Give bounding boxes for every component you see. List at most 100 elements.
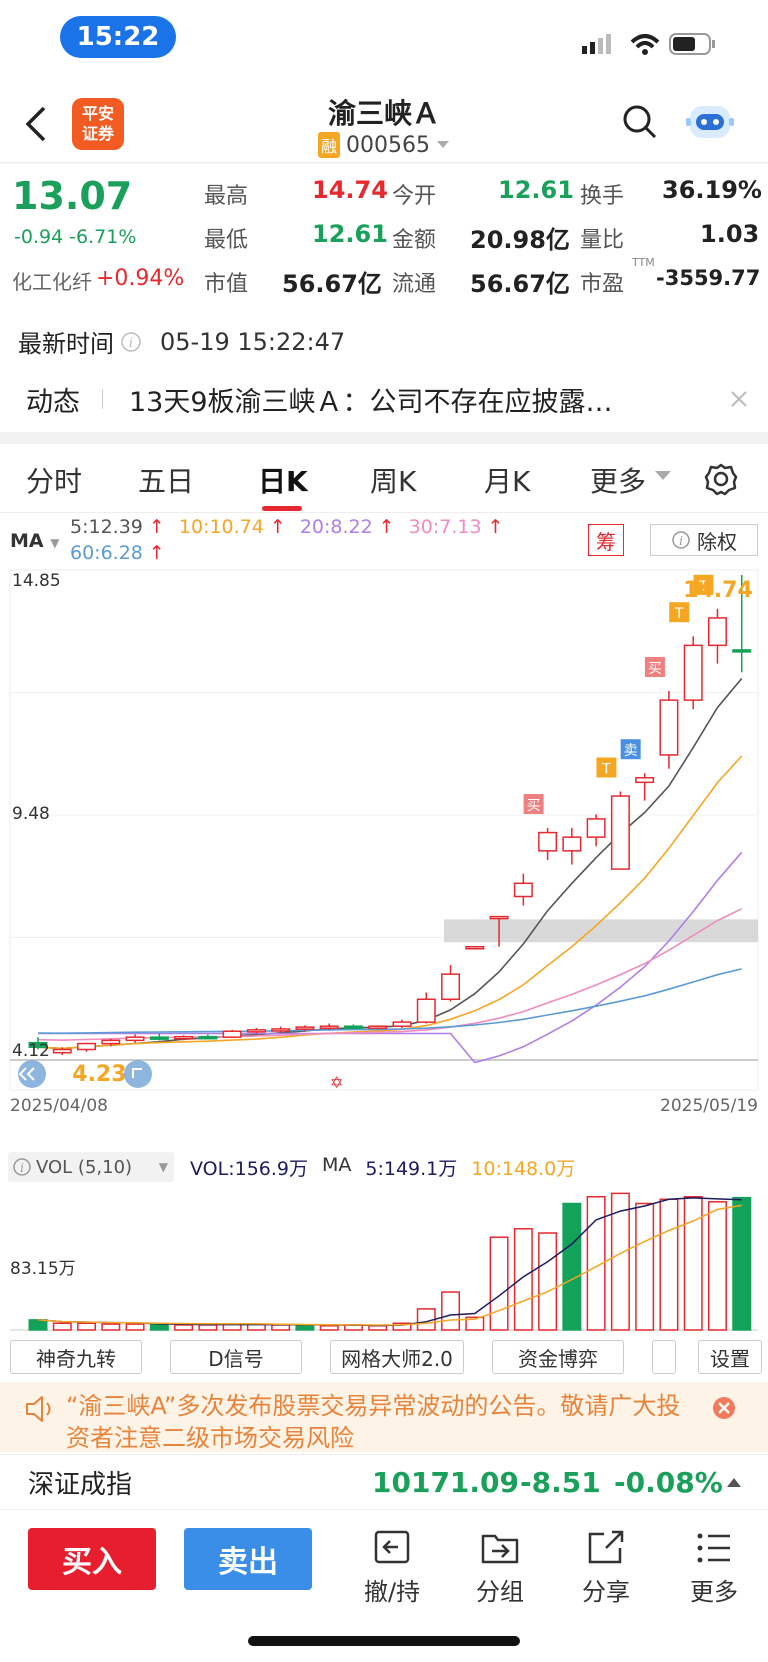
news-bar[interactable]: 动态 13天9板渝三峡Ａ：公司不存在应披露…: [0, 368, 768, 430]
indicator-settings-button[interactable]: 设置: [698, 1340, 762, 1374]
indicator-chip[interactable]: [652, 1340, 676, 1374]
candlestick-chart[interactable]: 买T卖买TT卖14.859.484.1214.744.23✡2025/04/08…: [0, 566, 768, 1166]
candle-body: [52, 1048, 72, 1054]
trade-marker: T: [596, 757, 617, 778]
wifi-icon: [630, 34, 660, 55]
vol-ma5: 5:149.1万: [365, 1158, 458, 1180]
trade-marker-box: [644, 657, 665, 678]
candle: [707, 608, 727, 664]
candle-body: [635, 777, 655, 784]
tool-group[interactable]: 分组: [460, 1530, 540, 1607]
candle-body: [562, 836, 582, 852]
candle: [586, 814, 606, 847]
close-icon[interactable]: [730, 390, 748, 408]
candle-body: [319, 1025, 339, 1029]
search-icon[interactable]: [622, 104, 658, 140]
candle: [125, 1034, 145, 1043]
volume-bar: [659, 1198, 679, 1331]
zoom-reset-icon[interactable]: [124, 1060, 152, 1088]
candle: [659, 691, 679, 769]
tool-withdraw[interactable]: 撤/持: [352, 1530, 432, 1607]
candle: [489, 915, 509, 947]
quote-label: 最低: [204, 228, 249, 253]
quote-value: -3559.77: [656, 266, 761, 290]
volume-bar: [77, 1322, 97, 1331]
ma-selector[interactable]: MA ▼: [10, 530, 60, 552]
candle: [562, 828, 582, 865]
info-icon[interactable]: i: [120, 331, 142, 353]
info-icon: i: [672, 531, 690, 549]
ma10-value: 10:10.74 ↑: [178, 516, 286, 538]
zoom-glyph: [132, 1068, 142, 1078]
dropdown-icon: [437, 141, 449, 148]
candle-body: [392, 1021, 412, 1027]
candle: [538, 828, 558, 860]
volume-chart[interactable]: 83.15万: [0, 1184, 768, 1334]
volume-indicator-selector[interactable]: i VOL (5,10) ▼: [8, 1152, 174, 1182]
signal-icon: [582, 34, 611, 54]
expand-up-icon[interactable]: [726, 1476, 742, 1488]
ma20-value: 20:8.22 ↑: [299, 516, 395, 538]
quote-value: 20.98亿: [470, 226, 570, 254]
latest-time: 05-19 15:22:47: [160, 327, 346, 356]
close-notice-icon[interactable]: [712, 1396, 736, 1420]
candle: [149, 1033, 169, 1041]
vol-ma-label: MA: [322, 1154, 352, 1176]
indicator-chip[interactable]: 资金博弈: [492, 1340, 624, 1374]
sector-info[interactable]: 化工化纤 +0.94%: [12, 266, 184, 295]
trade-marker: T: [693, 574, 714, 595]
risk-notice[interactable]: “渝三峡A”多次发布股票交易异常波动的公告。敬请广大投资者注意二级市场交易风险: [0, 1382, 768, 1452]
divider: [0, 162, 768, 164]
candle-body: [101, 1039, 121, 1045]
tab-intraday[interactable]: 分时: [26, 465, 83, 498]
tool-label: 分享: [582, 1578, 630, 1606]
tab-five-day[interactable]: 五日: [138, 465, 195, 498]
stock-code-row[interactable]: 融 000565: [318, 132, 450, 158]
candle-body: [28, 1041, 48, 1048]
index-name: 深证成指: [28, 1469, 133, 1500]
back-icon[interactable]: [24, 104, 48, 144]
chip-distribution-button[interactable]: 筹: [588, 524, 624, 556]
volume-bar: [319, 1325, 339, 1331]
tab-daily-k[interactable]: 日K: [258, 465, 308, 498]
index-bar[interactable]: 深证成指 10171.09 -8.51 -0.08%: [0, 1454, 768, 1510]
broker-logo[interactable]: 平安 证券: [72, 98, 124, 150]
volume-axis-label: 83.15万: [10, 1259, 76, 1279]
trade-marker-box: [596, 757, 617, 778]
tool-label: 更多: [690, 1578, 738, 1606]
date-start-label: 2025/04/08: [10, 1096, 108, 1116]
candle: [52, 1047, 72, 1055]
indicator-chip[interactable]: D信号: [170, 1340, 302, 1374]
quote-value: 56.67亿: [282, 270, 382, 298]
index-change-percent: -0.08%: [614, 1465, 723, 1499]
candle: [101, 1038, 121, 1047]
quote-value: 12.61: [498, 176, 574, 204]
robot-assistant-icon[interactable]: [684, 98, 736, 146]
volume-legend: VOL:156.9万 MA 5:149.1万 10:148.0万: [190, 1154, 575, 1181]
exright-button[interactable]: i 除权: [650, 524, 758, 556]
indicator-chip[interactable]: 网格大师2.0: [330, 1340, 464, 1374]
tab-monthly-k[interactable]: 月K: [484, 465, 531, 498]
settings-icon[interactable]: [704, 462, 738, 496]
buy-button[interactable]: 买入: [28, 1528, 156, 1590]
tool-more[interactable]: 更多: [674, 1530, 754, 1607]
volume-bar: [489, 1236, 509, 1331]
tab-more[interactable]: 更多: [590, 465, 647, 498]
ma20-line: [38, 851, 743, 1064]
ma60-value: 60:6.28 ↑: [70, 542, 165, 564]
sell-button[interactable]: 卖出: [184, 1528, 312, 1590]
tab-weekly-k[interactable]: 周K: [370, 465, 417, 498]
tool-share[interactable]: 分享: [566, 1530, 646, 1607]
trade-marker-label: 买: [527, 798, 541, 814]
candle: [77, 1042, 97, 1052]
volume-bar: [732, 1196, 752, 1331]
trade-marker-label: 买: [648, 661, 662, 677]
scroll-left-icon[interactable]: [18, 1060, 46, 1088]
volume-bar: [562, 1202, 582, 1331]
trade-marker-label: T: [601, 761, 611, 777]
candle-body: [295, 1026, 315, 1030]
quote-value: 36.19%: [662, 176, 762, 204]
indicator-chip[interactable]: 神奇九转: [10, 1340, 142, 1374]
candle: [732, 575, 752, 673]
stock-name: 渝三峡Ａ: [327, 97, 440, 130]
